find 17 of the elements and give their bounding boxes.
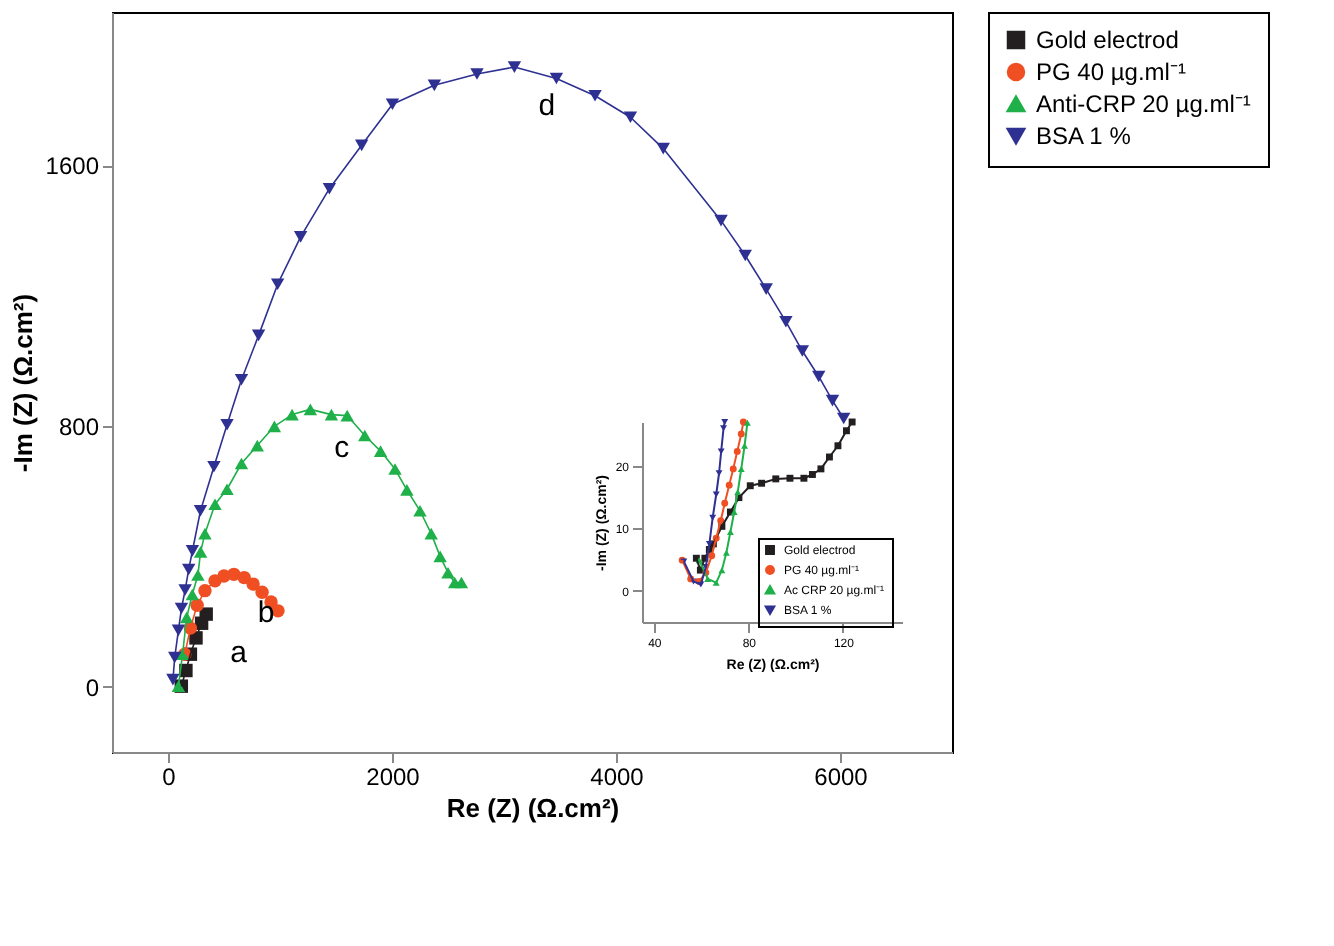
annotation: d xyxy=(538,89,556,124)
x-tick-label: 4000 xyxy=(590,763,645,791)
x-axis-title: Re (Z) (Ω.cm²) xyxy=(446,793,620,823)
y-tick-label: 0 xyxy=(85,673,100,702)
x-tick-label: 2000 xyxy=(366,763,421,791)
x-tick-label: 0 xyxy=(162,763,177,791)
annotation: b xyxy=(257,596,275,631)
legend-label: Gold electrod xyxy=(1036,26,1179,54)
legend-label: PG 40 µg.ml⁻¹ xyxy=(1036,58,1186,86)
y-axis-title: -Im (Z) (Ω.cm²) xyxy=(7,293,38,473)
legend-label: BSA 1 % xyxy=(1036,122,1132,150)
annotation: c xyxy=(334,431,351,466)
y-tick-label: 800 xyxy=(58,413,100,442)
annotation: a xyxy=(230,636,249,671)
x-tick-label: 6000 xyxy=(814,763,869,791)
y-tick-label: 1600 xyxy=(45,152,100,181)
legend-label: Anti-CRP 20 µg.ml⁻¹ xyxy=(1036,90,1251,118)
